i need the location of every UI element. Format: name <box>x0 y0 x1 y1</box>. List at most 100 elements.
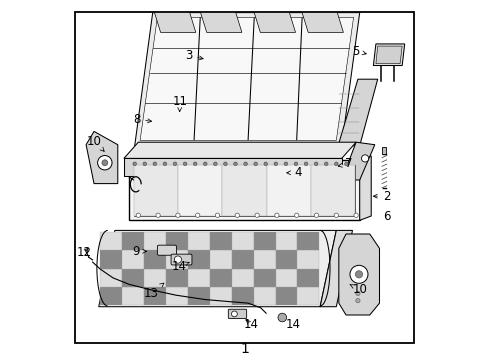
Circle shape <box>163 162 166 166</box>
Circle shape <box>213 162 217 166</box>
Circle shape <box>361 155 368 162</box>
Circle shape <box>344 162 347 166</box>
Circle shape <box>324 162 327 166</box>
Text: 13: 13 <box>143 283 163 300</box>
Bar <box>209 269 231 287</box>
Polygon shape <box>359 156 370 220</box>
Bar <box>166 269 188 287</box>
Text: 9: 9 <box>132 245 146 258</box>
Circle shape <box>304 162 307 166</box>
Bar <box>231 287 253 305</box>
Circle shape <box>183 162 186 166</box>
Bar <box>144 251 166 269</box>
Polygon shape <box>123 142 355 158</box>
Bar <box>275 232 297 251</box>
Circle shape <box>294 162 297 166</box>
Polygon shape <box>140 17 353 140</box>
Text: 12: 12 <box>77 246 92 259</box>
Circle shape <box>253 162 257 166</box>
FancyBboxPatch shape <box>171 254 192 265</box>
Polygon shape <box>154 13 195 32</box>
Bar <box>188 232 209 251</box>
FancyBboxPatch shape <box>157 245 176 255</box>
Circle shape <box>98 156 112 170</box>
Circle shape <box>203 162 206 166</box>
Bar <box>144 287 166 305</box>
Bar <box>166 251 188 269</box>
Polygon shape <box>338 234 379 315</box>
Bar <box>297 232 319 251</box>
Bar <box>297 287 319 305</box>
Circle shape <box>142 162 146 166</box>
Circle shape <box>355 298 359 303</box>
Text: 3: 3 <box>184 49 203 62</box>
Circle shape <box>254 213 259 217</box>
Polygon shape <box>341 142 374 180</box>
Circle shape <box>284 162 287 166</box>
Text: 1: 1 <box>240 342 248 356</box>
Polygon shape <box>375 46 401 64</box>
Circle shape <box>231 311 237 317</box>
Bar <box>275 287 297 305</box>
Bar <box>231 251 253 269</box>
Bar <box>253 269 275 287</box>
Bar <box>310 165 355 216</box>
Circle shape <box>349 265 367 283</box>
Bar <box>122 232 144 251</box>
Bar <box>381 147 386 154</box>
Text: 4: 4 <box>286 166 301 179</box>
Circle shape <box>193 162 197 166</box>
Bar <box>275 251 297 269</box>
Circle shape <box>223 162 227 166</box>
Bar <box>166 232 188 251</box>
Circle shape <box>136 213 140 217</box>
Circle shape <box>173 162 177 166</box>
Circle shape <box>102 160 107 166</box>
Bar <box>231 269 253 287</box>
Text: 11: 11 <box>172 95 187 112</box>
Bar <box>101 269 122 287</box>
Polygon shape <box>133 165 355 216</box>
Bar <box>101 251 122 269</box>
Circle shape <box>133 162 136 166</box>
Bar <box>188 287 209 305</box>
Bar <box>266 165 310 216</box>
Bar <box>275 269 297 287</box>
Bar <box>297 269 319 287</box>
Bar <box>297 251 319 269</box>
Bar <box>209 251 231 269</box>
Bar <box>122 287 144 305</box>
Circle shape <box>195 213 200 217</box>
Circle shape <box>274 213 279 217</box>
Bar <box>253 232 275 251</box>
Circle shape <box>235 213 239 217</box>
Circle shape <box>215 213 219 217</box>
Circle shape <box>334 162 337 166</box>
Polygon shape <box>200 13 242 32</box>
Circle shape <box>244 162 247 166</box>
Circle shape <box>174 256 181 263</box>
Circle shape <box>153 162 156 166</box>
Text: 6: 6 <box>382 210 389 222</box>
Bar <box>253 287 275 305</box>
Bar <box>101 287 122 305</box>
Bar <box>166 287 188 305</box>
Bar <box>144 232 166 251</box>
Text: 7: 7 <box>338 157 352 170</box>
Bar <box>122 269 144 287</box>
Circle shape <box>264 162 267 166</box>
Polygon shape <box>373 44 404 66</box>
Bar <box>122 251 144 269</box>
Circle shape <box>277 313 286 322</box>
Polygon shape <box>320 230 352 307</box>
Circle shape <box>156 213 160 217</box>
FancyBboxPatch shape <box>228 309 246 319</box>
Bar <box>133 165 178 216</box>
Circle shape <box>273 162 277 166</box>
Bar <box>209 232 231 251</box>
Text: 2: 2 <box>373 190 389 203</box>
Bar <box>188 269 209 287</box>
Text: 14: 14 <box>243 318 258 331</box>
Text: 5: 5 <box>351 45 366 58</box>
Bar <box>222 165 266 216</box>
